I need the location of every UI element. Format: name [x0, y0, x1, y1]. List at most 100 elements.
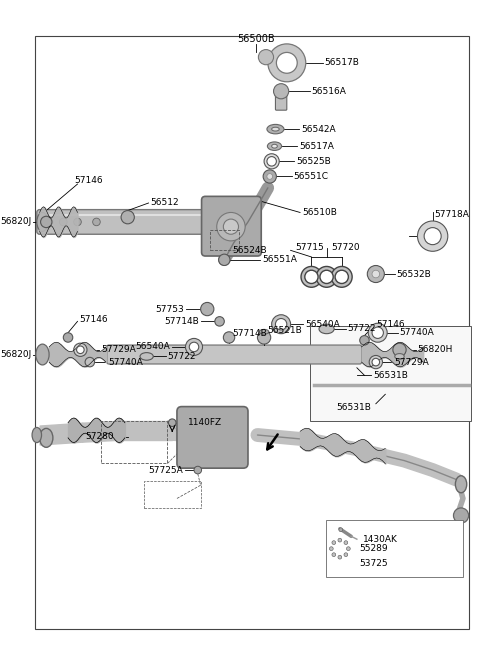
Text: 57146: 57146: [376, 319, 405, 329]
Text: 56510B: 56510B: [302, 208, 337, 217]
Circle shape: [218, 254, 230, 266]
Circle shape: [368, 323, 387, 342]
Text: 56516A: 56516A: [312, 87, 346, 96]
Text: 56512: 56512: [150, 199, 179, 207]
Circle shape: [344, 553, 348, 556]
Ellipse shape: [456, 476, 467, 493]
Text: 56820J: 56820J: [0, 350, 31, 359]
Ellipse shape: [140, 353, 153, 360]
Circle shape: [185, 338, 203, 356]
Ellipse shape: [259, 329, 269, 334]
Circle shape: [121, 211, 134, 224]
Circle shape: [264, 154, 279, 169]
Ellipse shape: [274, 84, 288, 99]
Text: 57740A: 57740A: [108, 358, 143, 367]
Text: 57715: 57715: [295, 243, 324, 252]
Text: 57729A: 57729A: [101, 345, 136, 354]
Text: 56542A: 56542A: [301, 125, 336, 134]
Text: 56531B: 56531B: [336, 403, 371, 412]
Circle shape: [63, 333, 73, 342]
Text: 1140FZ: 1140FZ: [188, 419, 222, 427]
Ellipse shape: [223, 219, 239, 234]
Text: 56500B: 56500B: [237, 34, 275, 44]
Circle shape: [189, 342, 199, 352]
Text: 57722: 57722: [168, 352, 196, 361]
Circle shape: [257, 331, 271, 344]
Circle shape: [267, 157, 276, 166]
Circle shape: [335, 544, 345, 554]
Circle shape: [418, 221, 448, 251]
Circle shape: [267, 174, 273, 179]
Text: 56540A: 56540A: [135, 342, 170, 352]
FancyBboxPatch shape: [37, 210, 213, 234]
Circle shape: [258, 50, 274, 65]
Ellipse shape: [32, 428, 42, 443]
Text: 57729A: 57729A: [395, 358, 430, 367]
Text: 57722: 57722: [348, 325, 376, 333]
Circle shape: [77, 346, 84, 354]
Bar: [310, 326, 470, 420]
Circle shape: [339, 528, 343, 531]
Circle shape: [93, 218, 100, 226]
Circle shape: [332, 553, 336, 556]
Circle shape: [74, 343, 87, 356]
Circle shape: [223, 332, 235, 343]
Text: 53725: 53725: [359, 560, 387, 568]
Circle shape: [335, 270, 348, 283]
Circle shape: [347, 546, 350, 550]
Ellipse shape: [319, 324, 334, 334]
Ellipse shape: [395, 354, 404, 359]
Ellipse shape: [267, 125, 284, 134]
Text: 57714B: 57714B: [232, 329, 266, 338]
Circle shape: [369, 356, 383, 369]
Ellipse shape: [40, 428, 53, 447]
Circle shape: [320, 270, 333, 283]
Circle shape: [60, 218, 67, 226]
Text: 56524B: 56524B: [232, 246, 267, 255]
Bar: [325, 520, 463, 577]
Text: 57146: 57146: [75, 176, 103, 185]
Text: 56521B: 56521B: [267, 326, 301, 335]
Text: 56517B: 56517B: [324, 58, 360, 68]
Bar: [101, 420, 168, 463]
Text: 57725A: 57725A: [148, 466, 182, 474]
Text: 57280: 57280: [85, 432, 113, 441]
FancyBboxPatch shape: [276, 89, 287, 110]
Circle shape: [393, 343, 406, 356]
Circle shape: [316, 266, 337, 287]
Text: 57740A: 57740A: [399, 328, 434, 337]
Circle shape: [276, 319, 287, 330]
Circle shape: [268, 44, 306, 82]
Circle shape: [338, 538, 342, 542]
Circle shape: [360, 336, 369, 345]
FancyBboxPatch shape: [202, 196, 261, 256]
Bar: [210, 230, 239, 251]
Circle shape: [74, 218, 81, 226]
Circle shape: [276, 52, 297, 73]
Ellipse shape: [217, 213, 245, 241]
Ellipse shape: [272, 127, 279, 131]
Circle shape: [334, 558, 346, 569]
Text: 57714B: 57714B: [164, 317, 199, 326]
Circle shape: [454, 508, 468, 523]
Circle shape: [85, 358, 95, 367]
Ellipse shape: [272, 144, 277, 148]
Text: 57146: 57146: [79, 315, 108, 324]
Text: 57720: 57720: [331, 243, 360, 252]
Ellipse shape: [267, 142, 282, 150]
Circle shape: [367, 266, 384, 283]
FancyBboxPatch shape: [107, 345, 361, 364]
Bar: [144, 482, 201, 508]
Circle shape: [372, 327, 384, 338]
Circle shape: [45, 218, 53, 226]
Circle shape: [372, 358, 380, 366]
Text: 1430AK: 1430AK: [362, 535, 397, 544]
Text: 56820H: 56820H: [418, 345, 453, 354]
Text: 56525B: 56525B: [296, 157, 331, 166]
Circle shape: [337, 561, 343, 567]
Circle shape: [194, 466, 202, 474]
Circle shape: [338, 555, 342, 559]
Circle shape: [424, 228, 441, 245]
Circle shape: [372, 270, 380, 277]
Circle shape: [305, 270, 318, 283]
